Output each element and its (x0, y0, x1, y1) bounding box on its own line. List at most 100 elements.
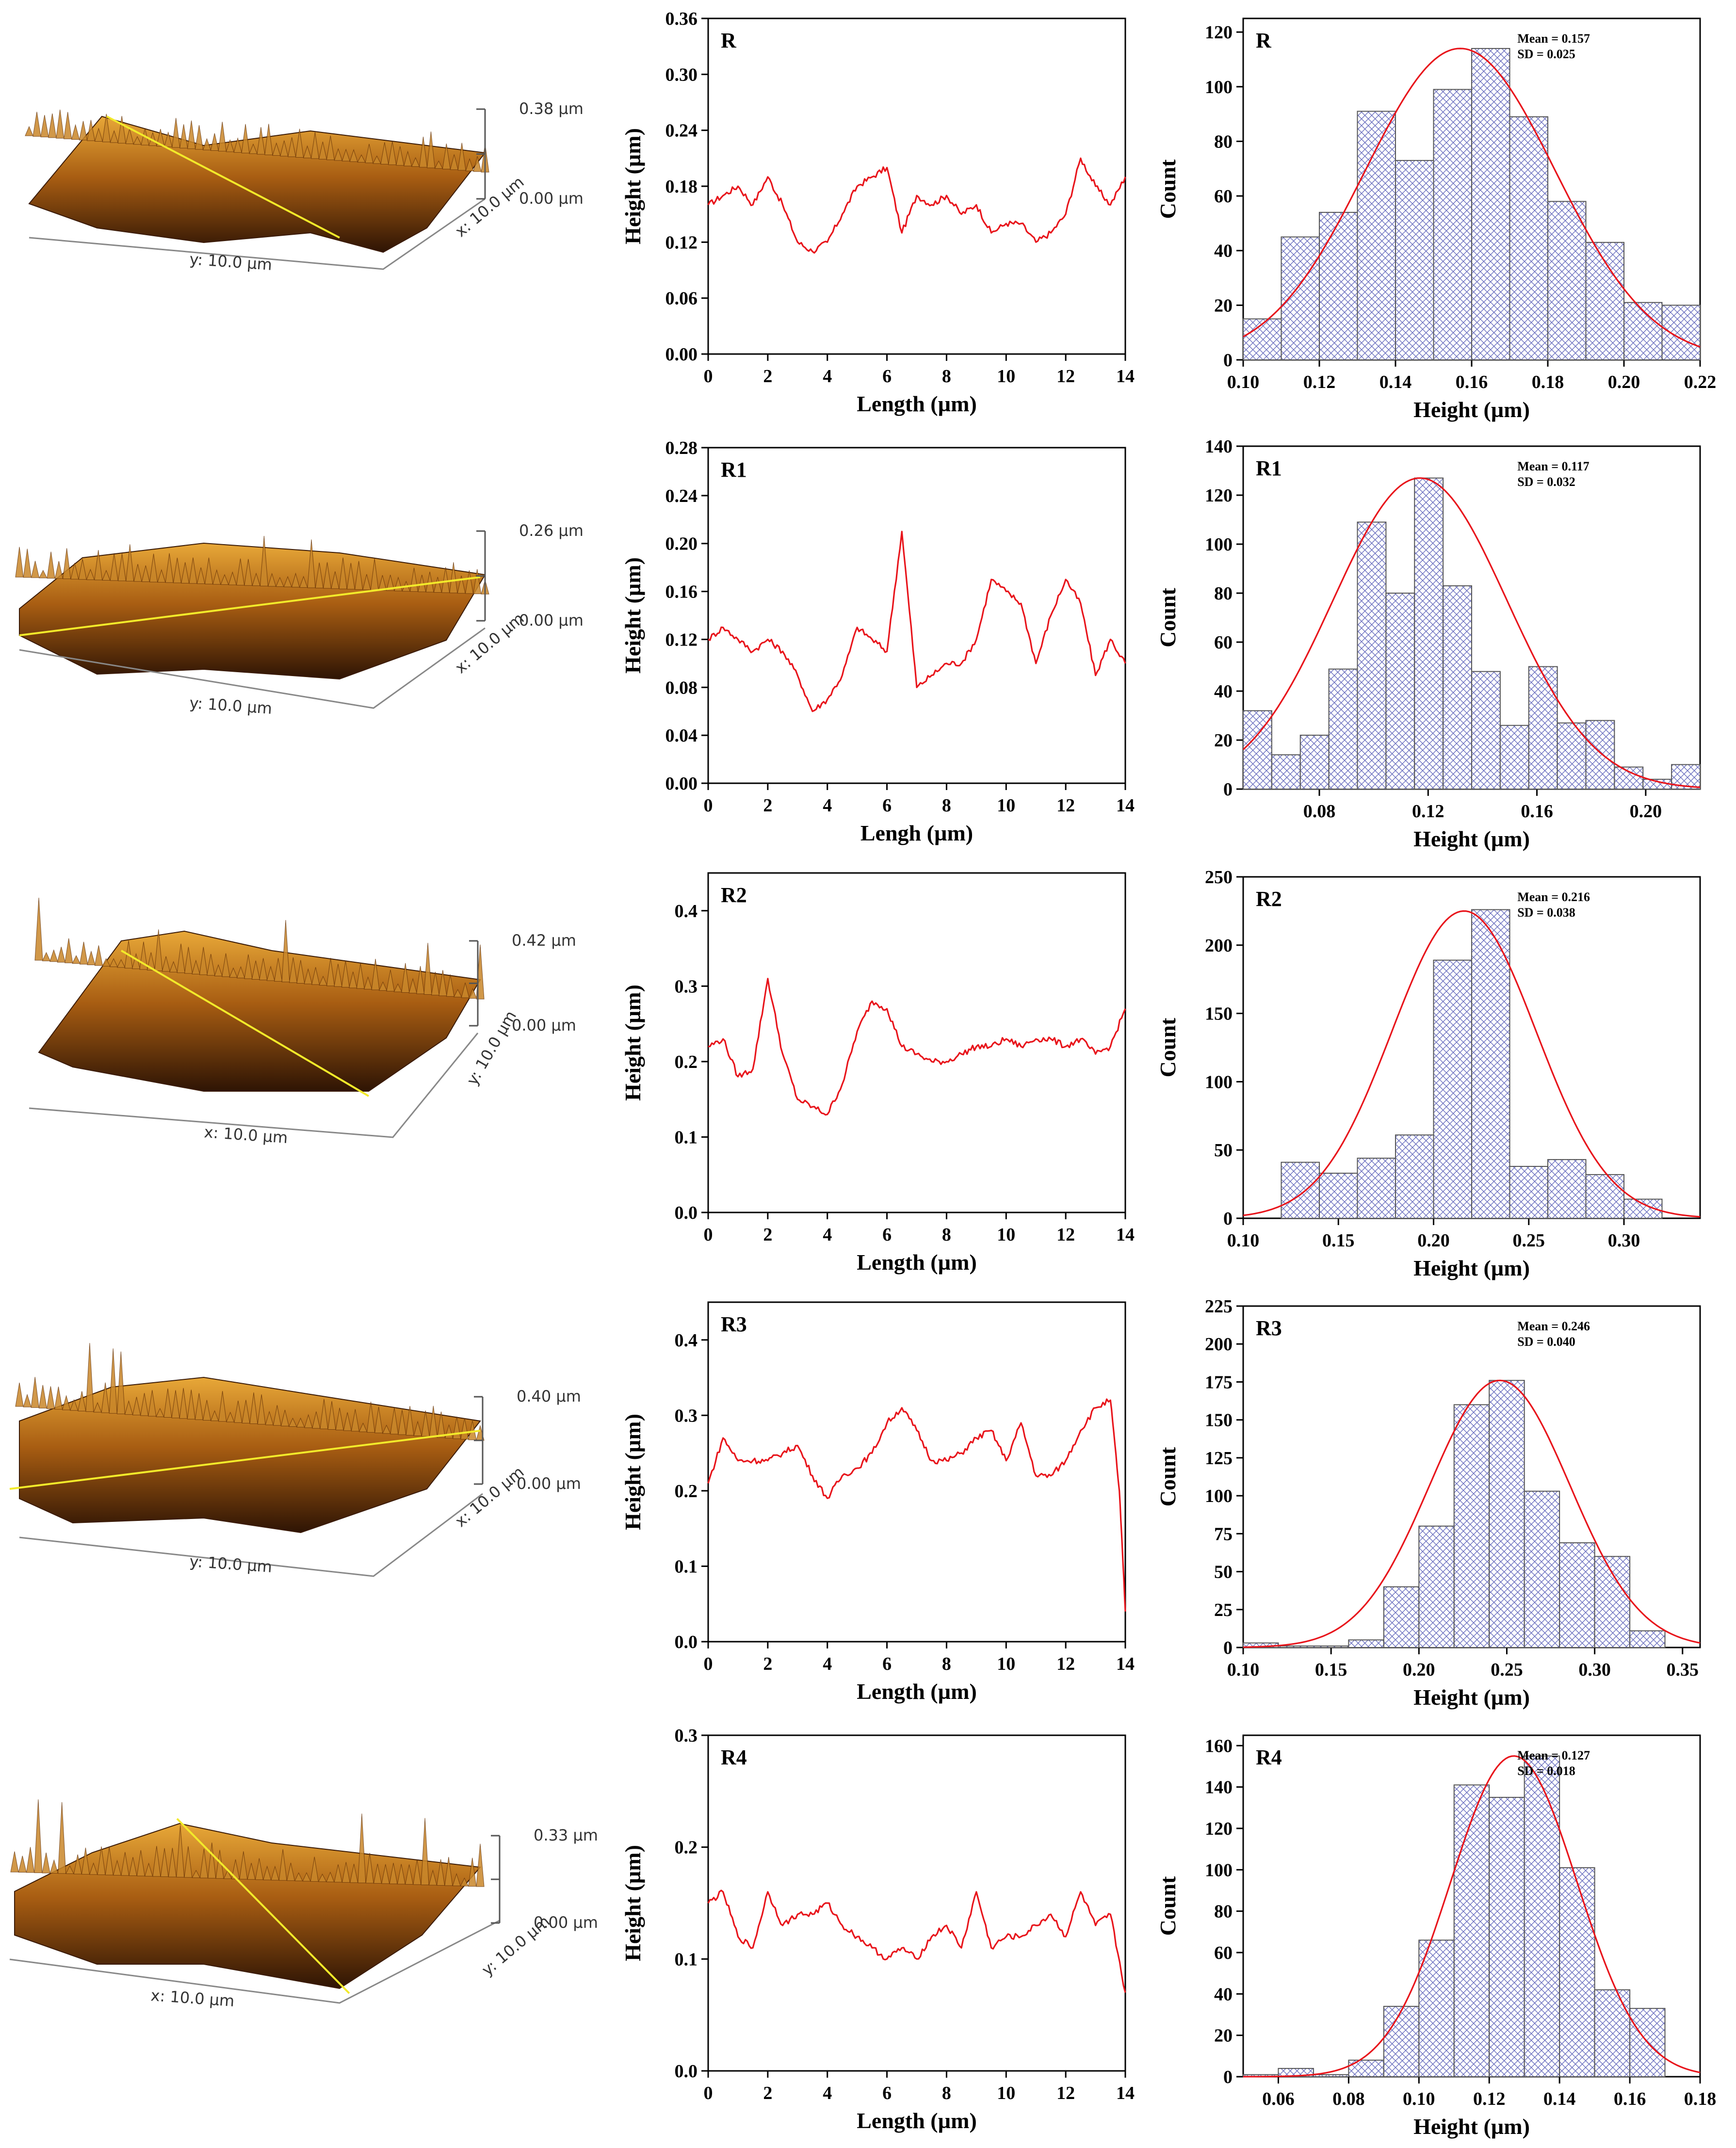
afm-z-top-label: 0.26 µm (519, 521, 584, 540)
x-tick-label: 2 (763, 366, 772, 387)
y-tick-label: 60 (1214, 1943, 1233, 1963)
y-tick-label: 40 (1214, 681, 1233, 702)
histogram-bar (1383, 1586, 1420, 1648)
panel-label: R2 (721, 883, 747, 907)
x-tick-label: 0.14 (1543, 2089, 1576, 2109)
x-tick-label: 4 (823, 366, 832, 387)
y-axis-title: Height (µm) (620, 1414, 645, 1530)
histogram-bar (1357, 111, 1396, 361)
x-tick-label: 0.30 (1578, 1660, 1611, 1680)
histogram-bar (1453, 1404, 1490, 1648)
x-axis-title: Length (µm) (857, 1679, 977, 1704)
x-tick-label: 2 (763, 2083, 772, 2103)
x-tick-label: 14 (1116, 366, 1135, 387)
afm-frame (9, 1920, 500, 2004)
histogram-bar (1313, 2074, 1349, 2078)
x-tick-label: 4 (823, 795, 832, 816)
histogram-bar (1661, 305, 1701, 360)
y-tick-label: 0.28 (665, 438, 698, 458)
afm-x-axis-label: x: 10.0 µm (150, 1986, 235, 2010)
x-tick-label: 8 (942, 1225, 951, 1245)
histogram-bar (1559, 1542, 1595, 1648)
y-tick-label: 140 (1205, 1777, 1233, 1798)
y-tick-label: 0.1 (675, 1556, 698, 1577)
histogram-chart: 0.10 0.12 0.14 0.16 0.18 0.20 0.22 0 20 40 60 80 100… (1155, 17, 1716, 422)
afm-frame (19, 1493, 483, 1577)
profile-line (707, 1398, 1126, 1612)
y-axis-title: Height (µm) (620, 557, 645, 674)
afm-x-axis-label: y: 10.0 µm (189, 1552, 273, 1576)
histogram-bar (1594, 1556, 1631, 1648)
afm-y-axis-label: x: 10.0 µm (452, 173, 528, 241)
y-tick-label: 250 (1205, 867, 1233, 888)
y-tick-label: 200 (1205, 936, 1233, 956)
histogram-bar (1418, 1525, 1455, 1648)
x-tick-label: 2 (763, 795, 772, 816)
y-tick-label: 0.4 (675, 1330, 698, 1351)
x-tick-label: 0.08 (1332, 2089, 1365, 2109)
y-tick-label: 80 (1214, 583, 1233, 604)
histogram-bar (1614, 766, 1644, 790)
x-tick-label: 0 (704, 1654, 713, 1674)
mean-annotation: Mean = 0.117 (1517, 459, 1589, 473)
x-tick-label: 12 (1056, 795, 1075, 816)
x-tick-label: 8 (942, 2083, 951, 2103)
mean-annotation: Mean = 0.127 (1517, 1748, 1590, 1762)
x-tick-label: 0.18 (1684, 2089, 1717, 2109)
x-tick-label: 0.12 (1303, 372, 1336, 392)
y-tick-label: 75 (1214, 1524, 1233, 1544)
y-tick-label: 100 (1205, 534, 1233, 555)
y-tick-label: 0.4 (675, 901, 698, 921)
y-tick-label: 40 (1214, 241, 1233, 261)
y-tick-label: 120 (1205, 485, 1233, 506)
y-tick-label: 50 (1214, 1562, 1233, 1583)
x-tick-label: 0.14 (1379, 372, 1412, 392)
y-tick-label: 0.04 (665, 726, 698, 746)
y-tick-label: 160 (1205, 1736, 1233, 1756)
histogram-bar (1278, 1645, 1349, 1648)
profile-chart: 0 2 4 6 8 10 12 14 0.00 0.06 0.12 0.18 0.24 0.30 0.36 L… (620, 9, 1135, 416)
histogram-bar (1299, 734, 1330, 790)
y-tick-label: 0.08 (665, 678, 698, 698)
panel-label: R1 (1256, 456, 1282, 480)
y-tick-label: 60 (1214, 632, 1233, 653)
x-tick-label: 0.20 (1630, 801, 1662, 822)
x-tick-label: 12 (1056, 366, 1075, 387)
y-tick-label: 0.12 (665, 630, 698, 650)
histogram-bar (1348, 1639, 1384, 1648)
y-tick-label: 175 (1205, 1372, 1233, 1392)
histogram-bar (1528, 666, 1558, 790)
profile-line (708, 531, 1126, 712)
histogram-bar (1547, 201, 1587, 360)
x-tick-label: 0 (704, 795, 713, 816)
x-tick-label: 0.20 (1417, 1230, 1450, 1251)
panel-label: R2 (1256, 887, 1282, 911)
histogram-chart: 0.10 0.15 0.20 0.25 0.30 0 50 100 150 200 250 Heigh… (1155, 867, 1701, 1280)
x-tick-label: 12 (1056, 1225, 1075, 1245)
x-tick-label: 14 (1116, 1654, 1135, 1674)
x-tick-label: 10 (997, 2083, 1015, 2103)
histogram-bar (1348, 2059, 1384, 2078)
panel-label: R3 (1256, 1316, 1282, 1340)
y-tick-label: 0.24 (665, 486, 698, 506)
x-tick-label: 0.10 (1227, 372, 1260, 392)
histogram-bar (1524, 1490, 1560, 1648)
histogram-bar (1319, 1173, 1358, 1219)
profile-line (707, 157, 1126, 254)
sd-annotation: SD = 0.025 (1517, 47, 1575, 61)
y-tick-label: 100 (1205, 1072, 1233, 1092)
mean-annotation: Mean = 0.157 (1517, 32, 1590, 46)
y-tick-label: 0.20 (665, 534, 698, 554)
x-axis-title: Height (µm) (1413, 2114, 1530, 2139)
x-tick-label: 0.20 (1608, 372, 1640, 392)
y-tick-label: 0.18 (665, 177, 698, 197)
x-axis-title: Length (µm) (857, 1250, 977, 1275)
sd-annotation: SD = 0.018 (1517, 1764, 1575, 1778)
x-tick-label: 0.06 (1262, 2089, 1295, 2109)
histogram-bar (1629, 1630, 1666, 1648)
afm-scan-line (9, 1430, 481, 1490)
x-tick-label: 8 (942, 1654, 951, 1674)
x-tick-label: 0 (704, 1225, 713, 1245)
y-tick-label: 0 (1223, 779, 1233, 800)
histogram-bar (1414, 477, 1444, 790)
